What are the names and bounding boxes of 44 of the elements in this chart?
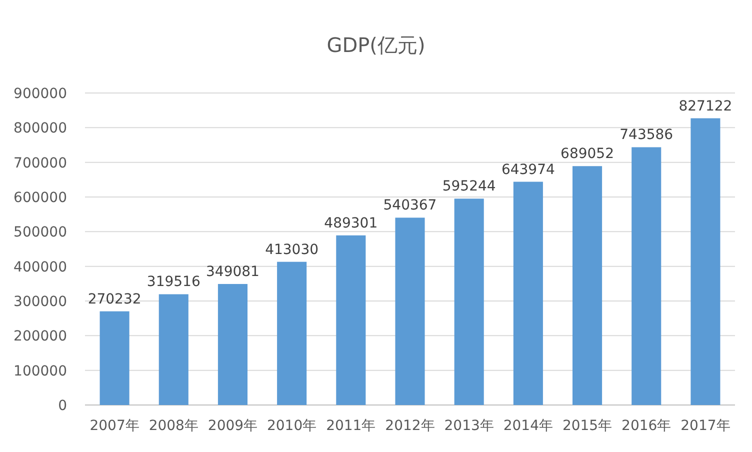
x-tick-label: 2013年 — [444, 418, 494, 434]
y-tick-label: 100000 — [14, 363, 67, 380]
bar — [454, 198, 484, 405]
x-tick-label: 2008年 — [148, 418, 198, 434]
bar — [158, 294, 188, 405]
chart-title: GDP(亿元) — [326, 33, 426, 57]
x-tick-label: 2007年 — [90, 418, 140, 434]
data-label: 743586 — [620, 127, 674, 144]
x-tick-label: 2017年 — [680, 418, 730, 434]
x-tick-label: 2016年 — [622, 418, 672, 434]
bar — [395, 218, 425, 405]
data-label: 349081 — [206, 264, 260, 280]
data-label: 595244 — [442, 178, 496, 195]
bar — [632, 147, 662, 405]
data-label: 413030 — [265, 242, 319, 258]
x-tick-label: 2009年 — [208, 418, 258, 434]
bar — [513, 182, 543, 405]
bar — [336, 235, 366, 405]
bar — [218, 284, 248, 405]
y-tick-label: 700000 — [14, 155, 67, 172]
data-label: 540367 — [383, 198, 437, 214]
y-tick-label: 400000 — [14, 259, 67, 276]
y-tick-label: 500000 — [14, 224, 67, 241]
data-label: 319516 — [146, 274, 200, 290]
bar — [690, 118, 720, 405]
bar — [572, 166, 602, 405]
y-tick-label: 900000 — [14, 86, 67, 102]
data-label: 827122 — [678, 98, 732, 114]
data-label: 489301 — [324, 215, 378, 232]
data-label: 643974 — [501, 162, 555, 178]
x-tick-label: 2010年 — [267, 418, 317, 434]
data-label: 689052 — [560, 146, 614, 162]
bar — [277, 262, 307, 405]
bar — [100, 311, 130, 405]
y-tick-label: 200000 — [14, 328, 67, 345]
data-label: 270232 — [88, 291, 142, 308]
x-tick-label: 2012年 — [385, 418, 435, 434]
y-tick-label: 800000 — [14, 120, 67, 137]
y-tick-label: 600000 — [14, 190, 67, 206]
y-tick-label: 300000 — [14, 294, 67, 310]
y-tick-label: 0 — [58, 398, 67, 414]
x-tick-label: 2015年 — [562, 418, 612, 434]
x-tick-label: 2011年 — [326, 418, 376, 434]
x-tick-label: 2014年 — [503, 418, 553, 434]
